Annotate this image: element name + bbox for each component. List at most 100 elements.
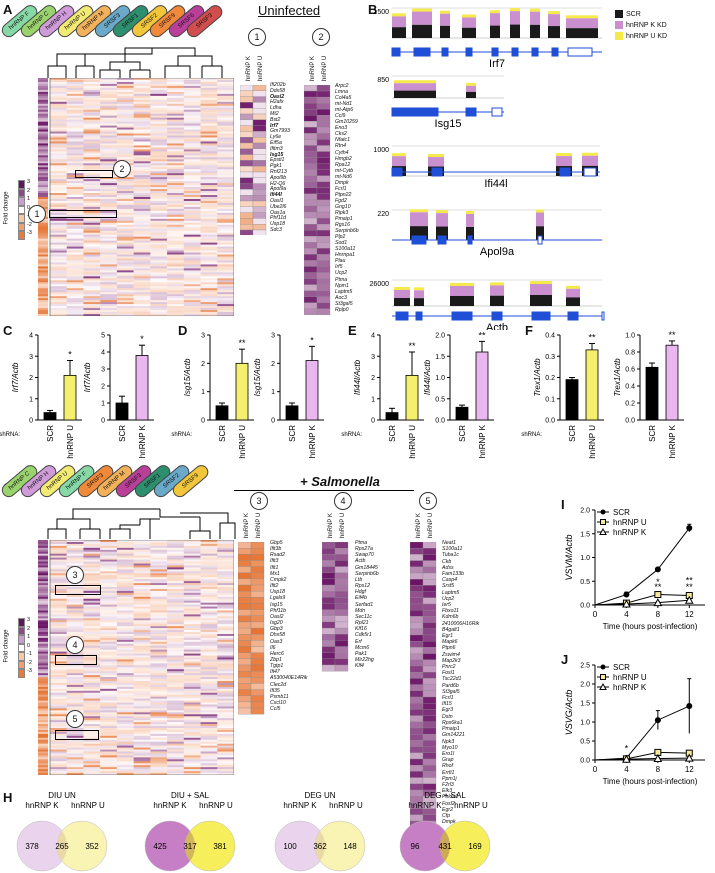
heatmap-cell	[50, 181, 67, 184]
heatmap-cell	[50, 579, 67, 582]
heatmap-cell	[167, 751, 185, 754]
heatmap-cell	[150, 169, 168, 172]
heatmap-cell	[100, 543, 118, 547]
b-exon	[391, 47, 401, 57]
heatmap-cell	[116, 78, 134, 81]
heatmap-cell	[116, 264, 134, 267]
heatmap-cell	[217, 702, 234, 705]
heatmap-cell	[200, 628, 218, 631]
gene-label: Ero1l	[442, 750, 455, 757]
heatmap-cell	[183, 157, 201, 160]
heatmap-cell	[116, 686, 134, 690]
heatmap-cell	[200, 682, 218, 686]
heatmap-cell	[66, 278, 84, 281]
heatmap-cell	[66, 268, 84, 271]
heatmap-strip-cell	[38, 541, 48, 545]
heatmap-cell	[217, 306, 234, 309]
heatmap-cell	[66, 290, 84, 293]
heatmap-strip-cell	[38, 270, 48, 273]
heatmap-cell	[116, 290, 134, 293]
heatmap-strip-cell	[38, 306, 48, 309]
heatmap-cell	[133, 87, 151, 91]
bar	[665, 344, 679, 421]
heatmap-cell	[133, 264, 151, 267]
heatmap-cell	[133, 274, 151, 277]
heatmap-cell	[50, 716, 67, 719]
heatmap-cell	[83, 596, 101, 600]
heatmap-cell	[200, 149, 218, 152]
g-col-header-u5: hnRNP U	[428, 512, 434, 538]
b-peak-u	[490, 10, 500, 14]
b-exon	[531, 47, 539, 57]
cluster-cell	[252, 218, 267, 225]
heatmap-cell	[183, 109, 201, 113]
heatmap-cell	[83, 651, 101, 654]
heatmap-cell	[217, 741, 234, 744]
heatmap-strip-cell	[38, 260, 48, 263]
heatmap-cell	[200, 284, 218, 287]
heatmap-cell	[200, 109, 218, 113]
salmonella-title-underline	[234, 490, 414, 491]
heatmap-cell	[100, 577, 118, 580]
heatmap-cell	[200, 310, 218, 313]
heatmap-cell	[167, 282, 185, 285]
heatmap-cell	[133, 284, 151, 287]
cluster-cell	[422, 721, 437, 729]
heatmap-cell	[183, 641, 201, 645]
heatmap-cell	[200, 91, 218, 95]
heatmap-cell	[167, 286, 185, 289]
heatmap-cell	[116, 157, 134, 160]
y-tick-label: 1	[371, 396, 375, 403]
heatmap-cell	[66, 767, 84, 770]
heatmap-cell	[50, 561, 67, 564]
cluster-cell	[304, 187, 318, 195]
heatmap-cell	[150, 173, 168, 176]
heatmap-strip-cell	[38, 230, 48, 233]
heatmap-cell	[183, 735, 201, 739]
b-exon	[491, 311, 503, 321]
heatmap-strip-cell	[38, 661, 48, 664]
heatmap-cell	[116, 657, 134, 660]
heatmap-cell	[217, 292, 234, 295]
heatmap-cell	[217, 133, 234, 136]
heatmap-cell	[116, 549, 134, 553]
heatmap-cell	[200, 761, 218, 764]
heatmap-cell	[116, 731, 134, 735]
heatmap-cell	[183, 661, 201, 664]
heatmap-cell	[183, 151, 201, 154]
heatmap-strip-cell	[38, 298, 48, 301]
heatmap-cell	[50, 618, 67, 621]
heatmap-cell	[133, 569, 151, 572]
heatmap-cell	[116, 543, 134, 547]
heatmap-cell	[167, 718, 185, 721]
heatmap-cell	[200, 606, 218, 609]
heatmap-cell	[150, 686, 168, 690]
y-axis-label: VSVM/Actb	[564, 534, 574, 580]
heatmap-cell	[50, 694, 67, 697]
heatmap-cell	[167, 628, 185, 631]
heatmap-cell	[183, 739, 201, 743]
heatmap-cell	[217, 608, 234, 611]
heatmap-cell	[150, 626, 168, 629]
heatmap-cell	[167, 248, 185, 251]
heatmap-cell	[183, 643, 201, 647]
heatmap-cell	[183, 145, 201, 148]
heatmap-cell	[66, 189, 84, 192]
heatmap-cell	[116, 641, 134, 645]
heatmap-cell	[100, 230, 118, 233]
heatmap-cell	[167, 745, 185, 748]
heatmap-cell	[66, 195, 84, 198]
heatmap-cell	[200, 185, 218, 188]
heatmap-cell	[217, 195, 234, 198]
heatmap-cell	[217, 242, 234, 245]
heatmap-cell	[100, 304, 118, 307]
heatmap-cell	[200, 722, 218, 725]
heatmap-cell	[133, 83, 151, 87]
heatmap-cell	[100, 747, 118, 750]
category-label: hnRNP K	[138, 424, 147, 458]
heatmap-cell	[150, 682, 168, 686]
heatmap-cell	[133, 549, 151, 553]
heatmap-cell	[217, 250, 234, 253]
heatmap-cell	[200, 624, 218, 627]
